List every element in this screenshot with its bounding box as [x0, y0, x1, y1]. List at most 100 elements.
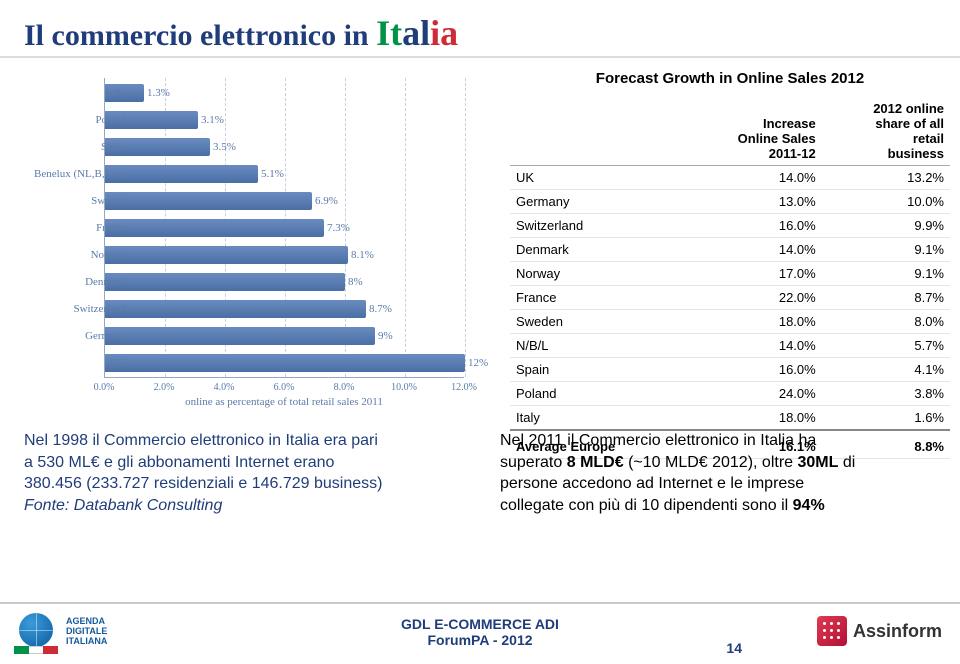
chart-xtick: 4.0%	[214, 382, 235, 393]
chart-bar	[105, 192, 312, 210]
cell-increase: 16.0%	[682, 358, 821, 382]
chart-plot-area	[104, 78, 464, 378]
cell-share: 3.8%	[822, 382, 950, 406]
chart-bar	[105, 354, 465, 372]
table-row: Italy18.0%1.6%	[510, 406, 950, 431]
left-l2: a 530 ML€ e gli abbonamenti Internet era…	[24, 452, 464, 474]
chart-bar	[105, 327, 375, 345]
right-l3: persone accedono ad Internet e le impres…	[500, 473, 940, 495]
table-row: France22.0%8.7%	[510, 286, 950, 310]
chart-value-label: 5.1%	[261, 168, 284, 180]
assinform-icon	[817, 616, 847, 646]
chart-value-label: 8.1%	[351, 249, 374, 261]
left-l3: 380.456 (233.727 residenziali e 146.729 …	[24, 473, 464, 495]
cell-share: 13.2%	[822, 166, 950, 190]
chart-xtick: 6.0%	[274, 382, 295, 393]
table-row: UK14.0%13.2%	[510, 166, 950, 190]
forecast-table: IncreaseOnline Sales2011-12 2012 onlines…	[510, 97, 950, 459]
cell-country: Spain	[510, 358, 682, 382]
italia-ia: ia	[430, 13, 458, 53]
cell-increase: 14.0%	[682, 238, 821, 262]
cell-country: Poland	[510, 382, 682, 406]
cell-share: 1.6%	[822, 406, 950, 431]
r4-b: 94%	[793, 497, 825, 514]
table-row: Spain16.0%4.1%	[510, 358, 950, 382]
table-row: Germany13.0%10.0%	[510, 190, 950, 214]
chart-xtick: 8.0%	[334, 382, 355, 393]
left-text-block: Nel 1998 il Commercio elettronico in Ita…	[24, 430, 464, 516]
chart-ylabel: Benelux (NL,B,Lux)	[34, 168, 126, 180]
footer-logo-right: Assinform	[817, 616, 942, 646]
chart-ylabel: Spain	[101, 141, 126, 153]
table-column: Forecast Growth in Online Sales 2012 Inc…	[500, 60, 960, 600]
cell-increase: 18.0%	[682, 310, 821, 334]
table-row: Poland24.0%3.8%	[510, 382, 950, 406]
right-l4: collegate con più di 10 dipendenti sono …	[500, 495, 940, 517]
chart-bar	[105, 165, 258, 183]
r4-pre: collegate con più di 10 dipendenti sono …	[500, 497, 793, 514]
table-row: Denmark14.0%9.1%	[510, 238, 950, 262]
chart-value-label: 8%	[348, 276, 363, 288]
cell-share: 8.0%	[822, 310, 950, 334]
left-l1: Nel 1998 il Commercio elettronico in Ita…	[24, 430, 464, 452]
r2-post: di	[838, 454, 855, 471]
chart-ylabel: Poland	[95, 114, 126, 126]
chart-value-label: 7.3%	[327, 222, 350, 234]
chart-bar	[105, 246, 348, 264]
th-increase: IncreaseOnline Sales2011-12	[682, 97, 821, 166]
r2-mid: (~10 MLD€ 2012), oltre	[624, 454, 798, 471]
cell-increase: 16.0%	[682, 214, 821, 238]
page-title: Il commercio elettronico in Italia	[24, 12, 458, 54]
assinform-label: Assinform	[853, 621, 942, 642]
cell-share: 9.9%	[822, 214, 950, 238]
cell-country: Denmark	[510, 238, 682, 262]
cell-country: Germany	[510, 190, 682, 214]
chart-ylabel: Norway	[91, 249, 126, 261]
cell-increase: 13.0%	[682, 190, 821, 214]
chart-value-label: 1.3%	[147, 87, 170, 99]
cell-share: 9.1%	[822, 238, 950, 262]
chart-xtick: 2.0%	[154, 382, 175, 393]
chart-ylabel: Italy	[106, 87, 126, 99]
cell-share: 8.7%	[822, 286, 950, 310]
table-row: N/B/L14.0%5.7%	[510, 334, 950, 358]
cell-country: Switzerland	[510, 214, 682, 238]
chart-column: online as percentage of total retail sal…	[0, 60, 500, 600]
cell-share: 4.1%	[822, 358, 950, 382]
r2-pre: superato	[500, 454, 567, 471]
italia-al: al	[402, 13, 430, 53]
cell-increase: 14.0%	[682, 334, 821, 358]
chart-value-label: 3.1%	[201, 114, 224, 126]
chart-xaxis-title: online as percentage of total retail sal…	[104, 396, 464, 408]
content-row: online as percentage of total retail sal…	[0, 60, 960, 600]
chart-bar	[105, 219, 324, 237]
right-l2: superato 8 MLD€ (~10 MLD€ 2012), oltre 3…	[500, 452, 940, 474]
footer: AGENDA DIGITALE ITALIANA GDL E-COMMERCE …	[0, 602, 960, 664]
forecast-title: Forecast Growth in Online Sales 2012	[510, 70, 950, 87]
table-row: Switzerland16.0%9.9%	[510, 214, 950, 238]
chart-ylabel: UK	[110, 357, 126, 369]
cell-increase: 17.0%	[682, 262, 821, 286]
right-text-block: Nel 2011 il Commercio elettronico in Ita…	[500, 430, 940, 516]
chart-gridline	[465, 78, 466, 377]
cell-increase: 14.0%	[682, 166, 821, 190]
th-share: 2012 onlineshare of allretailbusiness	[822, 97, 950, 166]
th-country	[510, 97, 682, 166]
cell-country: Norway	[510, 262, 682, 286]
cell-country: Sweden	[510, 310, 682, 334]
chart-value-label: 12%	[468, 357, 488, 369]
chart-ylabel: Germany	[85, 330, 126, 342]
chart-ylabel: Switzerland	[73, 303, 126, 315]
chart-xtick: 0.0%	[94, 382, 115, 393]
cell-increase: 22.0%	[682, 286, 821, 310]
chart-xtick: 10.0%	[391, 382, 417, 393]
table-body: UK14.0%13.2%Germany13.0%10.0%Switzerland…	[510, 166, 950, 431]
chart-value-label: 8.7%	[369, 303, 392, 315]
chart-ylabel: Denmark	[85, 276, 126, 288]
cell-country: UK	[510, 166, 682, 190]
chart-gridline	[405, 78, 406, 377]
chart-ylabel: France	[96, 222, 126, 234]
bar-chart: online as percentage of total retail sal…	[6, 70, 496, 410]
table-row: Norway17.0%9.1%	[510, 262, 950, 286]
chart-xtick: 12.0%	[451, 382, 477, 393]
